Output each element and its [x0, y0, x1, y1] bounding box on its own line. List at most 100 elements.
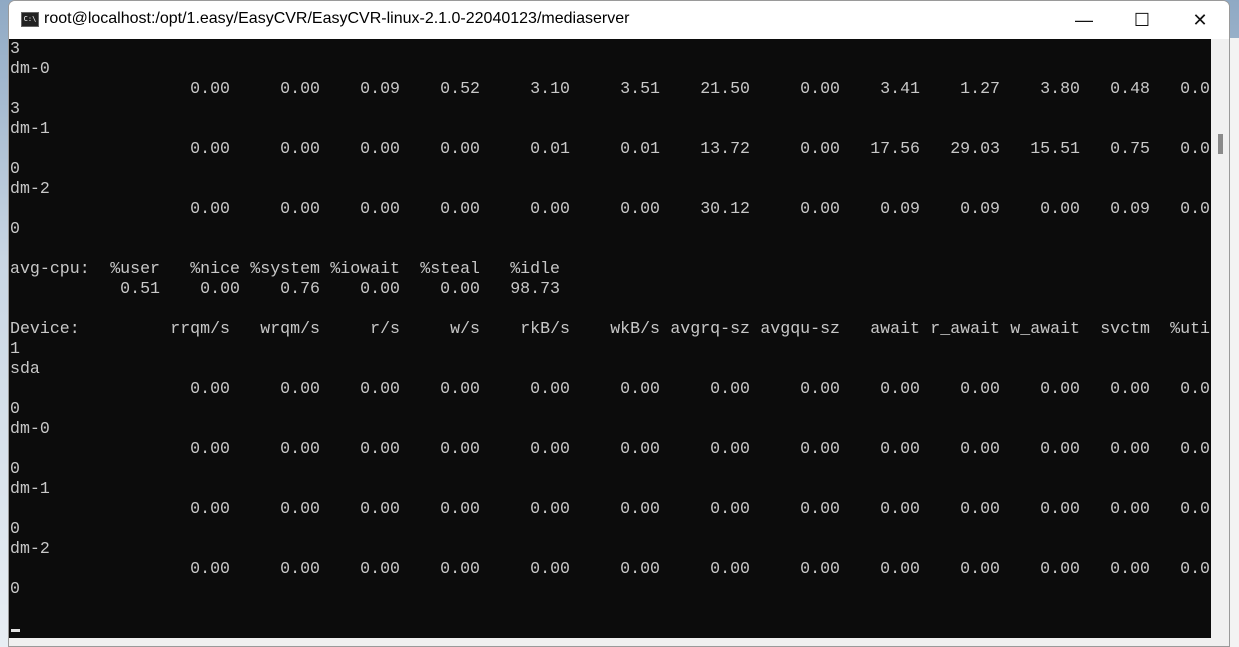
- stat-cell: 0.00: [1110, 499, 1150, 518]
- stat-cell: 0.00: [1110, 439, 1150, 458]
- stat-cell: 0.00: [280, 379, 320, 398]
- stat-cell: 0.00: [440, 499, 480, 518]
- stats-row: 0.51 0.00 0.76 0.00 0.00 98.73: [10, 279, 1211, 299]
- stat-cell: 0.00: [620, 559, 660, 578]
- stat-cell: 0.00: [1040, 559, 1080, 578]
- stat-cell: 15.51: [1030, 139, 1080, 158]
- stat-cell: 30.12: [700, 199, 750, 218]
- stat-cell: 21.50: [700, 79, 750, 98]
- terminal-line: dm-1: [10, 479, 50, 498]
- stat-cell: 0.00: [190, 79, 230, 98]
- stats-row: 0.00 0.00 0.00 0.00 0.00 0.00 0.00 0.00 0.00 0.00…: [10, 499, 1211, 519]
- stat-cell: 0.00: [360, 379, 400, 398]
- stat-cell: 0.00: [620, 199, 660, 218]
- terminal-window: C:\ root@localhost:/opt/1.easy/EasyCVR/E…: [8, 0, 1230, 647]
- stat-cell: rkB/s: [520, 319, 570, 338]
- stat-cell: 0.00: [190, 439, 230, 458]
- terminal-line: 0: [10, 519, 20, 538]
- stat-cell: 0.0: [1180, 559, 1210, 578]
- scrollbar-thumb[interactable]: [1218, 134, 1223, 154]
- stat-cell: 0.00: [960, 439, 1000, 458]
- stat-cell: w/s: [450, 319, 480, 338]
- stat-cell: %system: [250, 259, 320, 278]
- stat-cell: 0.00: [280, 439, 320, 458]
- stat-cell: avgrq-sz: [670, 319, 750, 338]
- maximize-button[interactable]: ☐: [1133, 9, 1151, 30]
- stat-cell: 0.00: [800, 139, 840, 158]
- terminal-line: 1: [10, 339, 20, 358]
- stat-cell: 0.76: [280, 279, 320, 298]
- stat-cell: 13.72: [700, 139, 750, 158]
- stat-cell: 0.09: [1110, 199, 1150, 218]
- stat-cell: 0.52: [440, 79, 480, 98]
- close-button[interactable]: ✕: [1192, 9, 1208, 30]
- terminal-line: [10, 239, 1211, 259]
- stat-cell: 0.00: [530, 199, 570, 218]
- stats-row: 0.00 0.00 0.00 0.00 0.00 0.00 0.00 0.00 0.00 0.00…: [10, 439, 1211, 459]
- stat-cell: 0.00: [280, 199, 320, 218]
- terminal-line: 3: [10, 39, 20, 58]
- stat-cell: 0.00: [190, 499, 230, 518]
- stat-cell: %uti: [1170, 319, 1210, 338]
- stat-cell: w_await: [1010, 319, 1080, 338]
- stat-cell: 0.00: [1040, 199, 1080, 218]
- vertical-scrollbar[interactable]: [1211, 39, 1229, 638]
- stat-cell: 0.00: [360, 279, 400, 298]
- stat-cell: 0.00: [280, 79, 320, 98]
- stat-cell: %steal: [420, 259, 480, 278]
- stat-cell: wrqm/s: [260, 319, 320, 338]
- stat-cell: rrqm/s: [170, 319, 230, 338]
- stat-cell: 0.0: [1180, 79, 1210, 98]
- row-label: Device:: [10, 319, 80, 338]
- terminal-line: dm-0: [10, 419, 50, 438]
- stat-cell: 3.10: [530, 79, 570, 98]
- stat-cell: 0.00: [530, 499, 570, 518]
- terminal-line: 0: [10, 159, 20, 178]
- stat-cell: 0.00: [960, 379, 1000, 398]
- terminal-line: 0: [10, 219, 20, 238]
- stat-cell: 0.00: [280, 559, 320, 578]
- stat-cell: 0.00: [280, 499, 320, 518]
- stat-cell: 0.75: [1110, 139, 1150, 158]
- stat-cell: 0.0: [1180, 139, 1210, 158]
- title-bar[interactable]: C:\ root@localhost:/opt/1.easy/EasyCVR/E…: [9, 1, 1229, 39]
- stat-cell: 3.41: [880, 79, 920, 98]
- stat-cell: 0.00: [200, 279, 240, 298]
- stat-cell: 17.56: [870, 139, 920, 158]
- stat-cell: 3.80: [1040, 79, 1080, 98]
- terminal-line: 0: [10, 399, 20, 418]
- stat-cell: 0.00: [440, 379, 480, 398]
- stat-cell: 0.00: [800, 199, 840, 218]
- stat-cell: 0.00: [800, 379, 840, 398]
- stat-cell: 0.00: [880, 379, 920, 398]
- stats-row: 0.00 0.00 0.00 0.00 0.00 0.00 0.00 0.00 0.00 0.00…: [10, 559, 1211, 579]
- stat-cell: wkB/s: [610, 319, 660, 338]
- stat-cell: 0.00: [530, 559, 570, 578]
- stat-cell: 0.00: [190, 559, 230, 578]
- desktop-background: [1230, 38, 1239, 647]
- stat-cell: 0.0: [1180, 439, 1210, 458]
- terminal-line: dm-0: [10, 59, 50, 78]
- terminal-line: 3: [10, 99, 20, 118]
- window-title: root@localhost:/opt/1.easy/EasyCVR/EasyC…: [44, 10, 630, 27]
- stat-cell: 0.00: [620, 439, 660, 458]
- stat-cell: await: [870, 319, 920, 338]
- stat-cell: %iowait: [330, 259, 400, 278]
- stat-cell: 0.00: [1110, 559, 1150, 578]
- stat-cell: 0.09: [960, 199, 1000, 218]
- stat-cell: 0.00: [620, 379, 660, 398]
- header-row: Device: rrqm/s wrqm/s r/s w/s rkB/s wkB/s avgrq…: [10, 319, 1211, 339]
- stat-cell: 0.00: [440, 279, 480, 298]
- stat-cell: 0.00: [710, 439, 750, 458]
- stat-cell: 0.48: [1110, 79, 1150, 98]
- minimize-button[interactable]: —: [1075, 9, 1093, 30]
- stat-cell: 3.51: [620, 79, 660, 98]
- stat-cell: 0.00: [1040, 439, 1080, 458]
- stats-row: 0.00 0.00 0.00 0.00 0.01 0.01 13.72 0.00 17.56 29…: [10, 139, 1211, 159]
- stat-cell: r_await: [930, 319, 1000, 338]
- stats-row: 0.00 0.00 0.09 0.52 3.10 3.51 21.50 0.00 3.41 1.2…: [10, 79, 1211, 99]
- stat-cell: 0.00: [880, 439, 920, 458]
- terminal-output[interactable]: 3 dm-0 0.00 0.00 0.09 0.52 3.10 3.51 21.50 0.00 3.…: [9, 39, 1211, 638]
- stat-cell: r/s: [370, 319, 400, 338]
- stat-cell: 0.51: [120, 279, 160, 298]
